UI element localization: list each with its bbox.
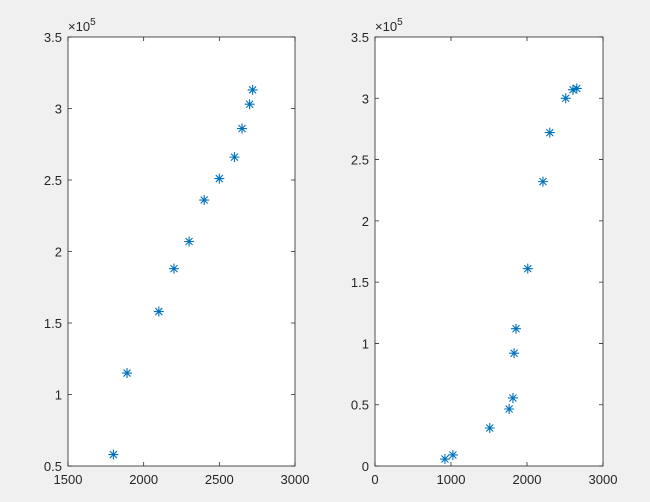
y-exponent: ×105 — [68, 17, 96, 34]
marker — [447, 449, 458, 460]
exponent-power: 5 — [90, 17, 96, 28]
marker — [244, 99, 255, 110]
marker — [439, 454, 450, 465]
y-tick-label: 3 — [55, 102, 62, 117]
y-tick-label: 3.5 — [351, 30, 369, 45]
marker — [214, 173, 225, 184]
exponent-power: 5 — [397, 17, 403, 28]
x-tick-label: 2000 — [129, 472, 158, 487]
y-tick-label: 2 — [55, 245, 62, 260]
marker — [153, 306, 164, 317]
y-tick-label: 0.5 — [351, 398, 369, 413]
x-tick-label: 1500 — [54, 472, 83, 487]
y-tick-label: 3 — [362, 91, 369, 106]
x-tick-label: 1000 — [437, 472, 466, 487]
x-tick-label: 2500 — [205, 472, 234, 487]
axes-background — [374, 36, 604, 467]
y-tick-label: 0.5 — [44, 459, 62, 474]
marker — [522, 263, 533, 274]
marker — [237, 123, 248, 134]
axes-background — [67, 36, 296, 467]
y-tick-label: 1 — [362, 336, 369, 351]
y-tick-label: 1.5 — [351, 275, 369, 290]
marker — [484, 423, 495, 434]
y-tick-label: 2.5 — [44, 173, 62, 188]
marker — [560, 93, 571, 104]
marker — [122, 368, 133, 379]
x-tick-label: 2000 — [513, 472, 542, 487]
marker — [571, 83, 582, 94]
marker — [168, 263, 179, 274]
marker — [184, 236, 195, 247]
y-tick-label: 2.5 — [351, 153, 369, 168]
y-exponent: ×105 — [375, 17, 403, 34]
marker — [544, 127, 555, 138]
marker — [537, 176, 548, 187]
marker — [108, 449, 119, 460]
exponent-base: ×10 — [68, 19, 90, 34]
marker — [509, 348, 520, 359]
x-tick-label: 3000 — [281, 472, 310, 487]
y-tick-label: 2 — [362, 214, 369, 229]
marker — [504, 404, 515, 415]
y-tick-label: 1.5 — [44, 316, 62, 331]
marker — [510, 323, 521, 334]
y-tick-label: 3.5 — [44, 30, 62, 45]
exponent-base: ×10 — [375, 19, 397, 34]
marker — [229, 152, 240, 163]
marker — [507, 392, 518, 403]
marker — [567, 84, 578, 95]
y-tick-label: 0 — [362, 459, 369, 474]
marker — [199, 195, 210, 206]
y-tick-label: 1 — [55, 388, 62, 403]
x-tick-label: 0 — [371, 472, 378, 487]
marker — [247, 84, 258, 95]
x-tick-label: 3000 — [589, 472, 618, 487]
